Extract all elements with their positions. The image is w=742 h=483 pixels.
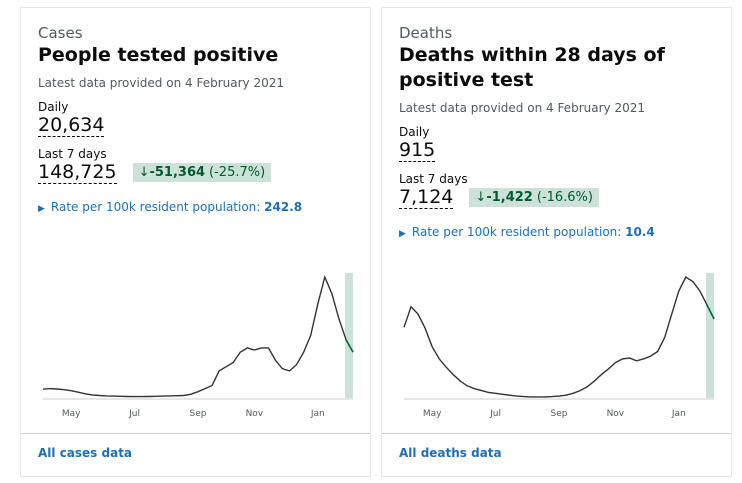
- x-tick-label: Jan: [671, 409, 686, 419]
- daily-value: 915: [399, 139, 436, 162]
- x-tick-label: May: [423, 409, 442, 419]
- data-line: [403, 275, 715, 398]
- card-footer-divider: [21, 433, 370, 434]
- recent-line: [706, 304, 715, 320]
- x-tick-label: Nov: [246, 409, 264, 419]
- last-7-days-highlight: [344, 273, 353, 398]
- card: Cases People tested positive Latest data p…: [20, 7, 371, 477]
- recent-line: [345, 339, 354, 353]
- change-badge: ↓-51,364 (-25.7%): [132, 163, 272, 182]
- x-tick-label: May: [62, 409, 81, 419]
- x-tick-label: Sep: [551, 409, 568, 419]
- rate-label: Rate per 100k resident population:: [50, 200, 261, 214]
- down-arrow: ↓: [475, 190, 487, 205]
- footer-link[interactable]: All cases data: [38, 446, 133, 460]
- rate-label: Rate per 100k resident population:: [411, 225, 622, 239]
- rate-row[interactable]: ▶ Rate per 100k resident population: 10.4: [399, 225, 717, 239]
- down-arrow: ↓: [138, 165, 150, 180]
- week-label: Last 7 days: [38, 147, 107, 161]
- week-value: 7,124: [399, 186, 454, 209]
- x-tick-label: Sep: [190, 409, 207, 419]
- week-label: Last 7 days: [399, 172, 468, 186]
- rate-value: 10.4: [625, 225, 655, 239]
- week-value: 148,725: [38, 161, 117, 184]
- expand-icon: ▶: [399, 229, 406, 239]
- expand-icon: ▶: [38, 204, 45, 214]
- category: Cases: [38, 24, 83, 42]
- card-footer-divider: [382, 433, 731, 434]
- change-value: -51,364: [149, 165, 206, 180]
- x-tick-label: Jan: [310, 409, 325, 419]
- updated-note: Latest data provided on 4 February 2021: [38, 76, 284, 90]
- last-7-days-highlight: [705, 273, 714, 398]
- change-percent: (-25.7%): [209, 165, 266, 180]
- change-percent: (-16.6%): [536, 190, 593, 205]
- x-tick-label: Jul: [128, 409, 140, 419]
- sparkline-chart: May Jul Sep Nov Jan: [42, 273, 354, 419]
- daily-label: Daily: [399, 125, 430, 139]
- category: Deaths: [399, 24, 453, 42]
- card: Deaths Deaths within 28 days of positive …: [381, 7, 732, 477]
- sparkline-chart: May Jul Sep Nov Jan: [403, 273, 715, 419]
- card-title: Deaths within 28 days of positive test: [399, 44, 665, 91]
- rate-value: 242.8: [264, 200, 303, 214]
- rate-row[interactable]: ▶ Rate per 100k resident population: 242.…: [38, 200, 356, 214]
- data-line: [42, 274, 354, 398]
- updated-note: Latest data provided on 4 February 2021: [399, 101, 645, 115]
- change-value: -1,422: [486, 190, 533, 205]
- week-row: 148,725 ↓-51,364 (-25.7%): [38, 161, 356, 184]
- card-title: People tested positive: [38, 44, 279, 66]
- x-tick-label: Jul: [489, 409, 501, 419]
- card-text: Cases People tested positive Latest data p…: [38, 24, 356, 214]
- change-badge: ↓-1,422 (-16.6%): [469, 188, 599, 207]
- week-row: 7,124 ↓-1,422 (-16.6%): [399, 186, 717, 209]
- daily-label: Daily: [38, 100, 69, 114]
- x-tick-label: Nov: [607, 409, 625, 419]
- card-text: Deaths Deaths within 28 days of positive …: [399, 24, 717, 239]
- footer-link[interactable]: All deaths data: [399, 446, 502, 460]
- daily-value: 20,634: [38, 114, 105, 137]
